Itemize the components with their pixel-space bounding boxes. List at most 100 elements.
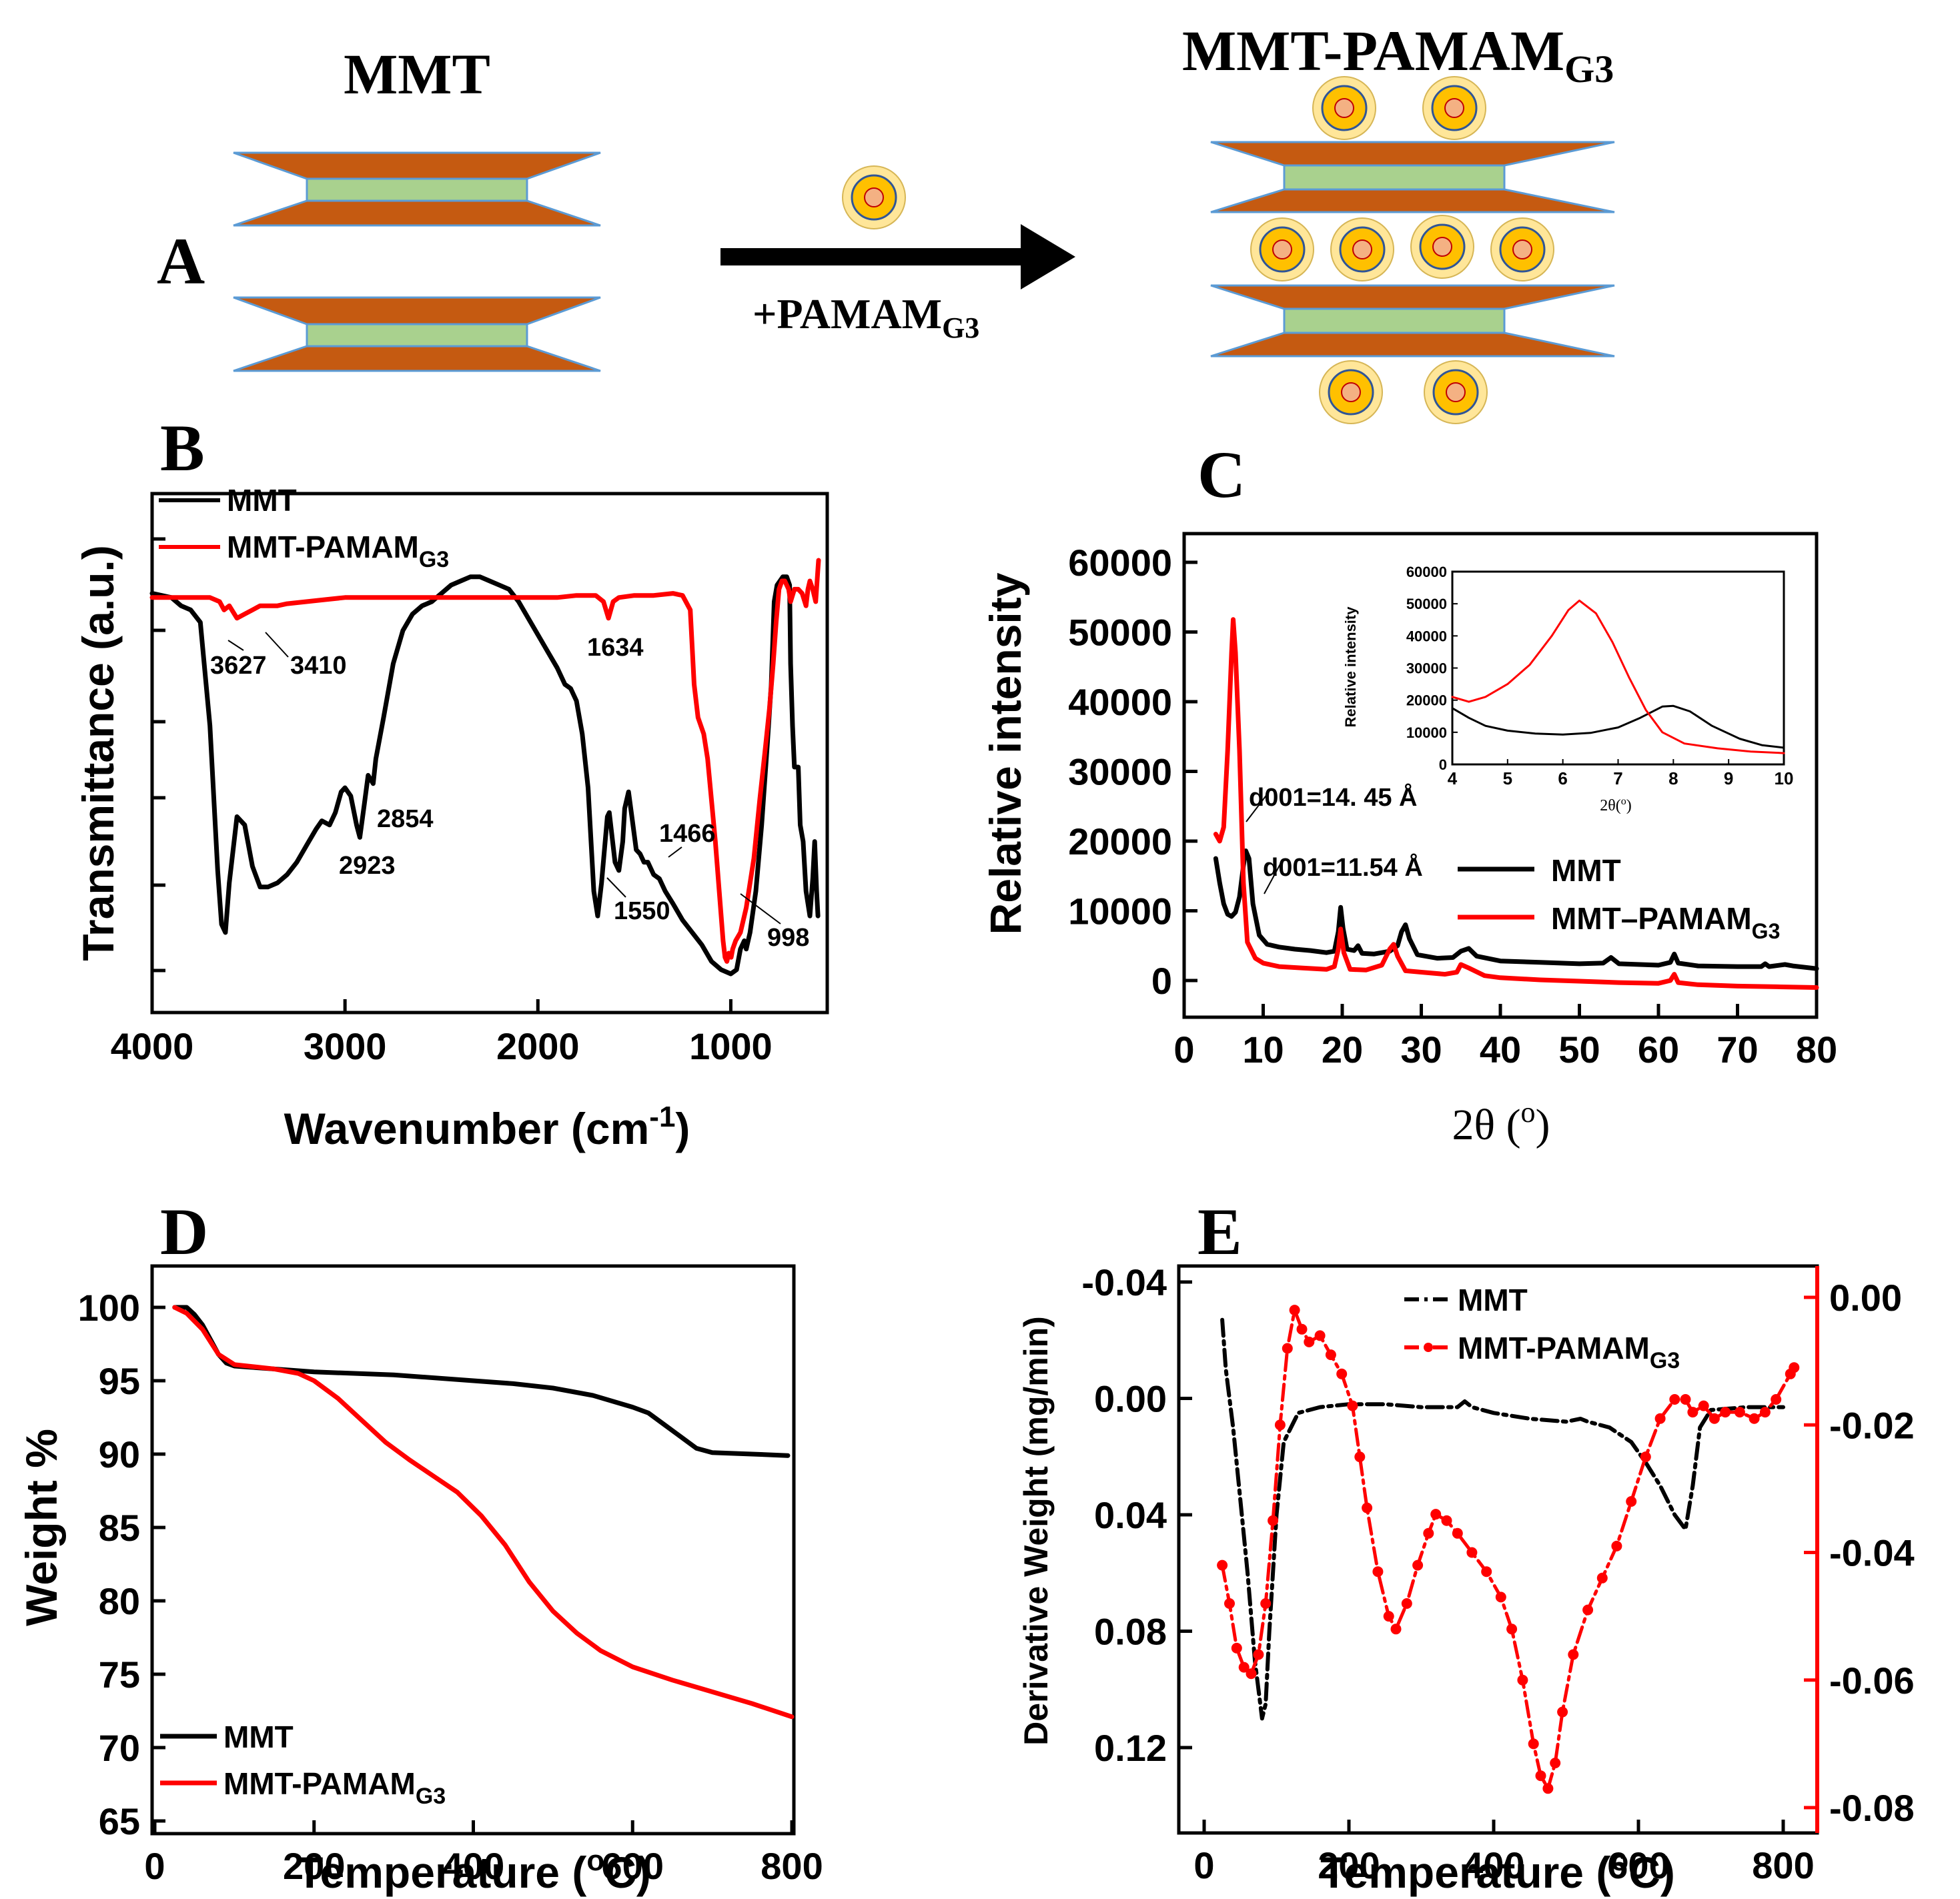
xrd-mmt-point xyxy=(1792,965,1793,967)
ftir-mmt-point xyxy=(783,576,784,578)
tga-mmt-pamam-point xyxy=(791,1716,793,1718)
xrd-mmt-point xyxy=(1239,896,1240,898)
ftir-mmt-point xyxy=(450,584,452,586)
ftir-mmt-pamam-point xyxy=(690,609,691,610)
dtg-mmt-point xyxy=(1283,1441,1284,1443)
ftir-mmt-pamam-point xyxy=(612,601,614,602)
dtg-mmt-point xyxy=(1232,1427,1234,1428)
xrd-mmt-pamam-point xyxy=(1393,944,1394,945)
ftir-mmt-point xyxy=(803,841,804,842)
xrd-mmt-point xyxy=(1358,945,1359,946)
ftir-mmt-point xyxy=(460,580,462,582)
peak-label-2854: 2854 xyxy=(377,805,434,833)
mmt-pamam-stack-right xyxy=(1210,75,1615,425)
ftir-mmt-point xyxy=(809,915,811,916)
xrd-mmt-pamam-point xyxy=(1326,969,1327,970)
inset-x-tick-label: 10 xyxy=(1775,768,1794,788)
ftir-mmt-point xyxy=(375,758,376,760)
ftir-mmt-pamam-point xyxy=(383,597,384,598)
dtg-mmt-pamam-point xyxy=(1708,1413,1720,1424)
xrd-mmt-pamam-point xyxy=(1366,969,1367,971)
ftir-mmt-pamam-point xyxy=(740,932,741,933)
ftir-mmt-point xyxy=(296,862,298,863)
xrd-mmt-point xyxy=(1476,955,1477,957)
inset-mmt-pamam-point xyxy=(1612,642,1613,643)
tga-mmt-pamam-point xyxy=(504,1544,506,1545)
tga-mmt-point xyxy=(186,1307,187,1308)
y-tick-label: 40000 xyxy=(1068,681,1172,723)
xrd-mmt-pamam-point xyxy=(1658,983,1659,984)
inset-y-tick-label: 40000 xyxy=(1406,628,1447,644)
inset-mmt-pamam-point xyxy=(1645,709,1646,710)
xrd-mmt-point xyxy=(1259,934,1260,936)
xrd-mmt-point xyxy=(1266,944,1268,945)
ftir-legend: MMT MMT-PAMAMG3 xyxy=(159,483,449,572)
ftir-mmt-point xyxy=(329,824,330,826)
ftir-mmt-pamam-point xyxy=(697,717,698,718)
xrd-mmt-pamam-point xyxy=(1674,974,1675,975)
x-tick-label: 10 xyxy=(1242,1029,1284,1071)
xrd-mmt-point xyxy=(1346,948,1348,950)
y-tick-label-right: -0.04 xyxy=(1829,1532,1915,1574)
dendrimer xyxy=(1330,217,1395,282)
tga-mmt-point xyxy=(194,1314,195,1315)
tga-mmt-pamam-point xyxy=(552,1610,554,1612)
ftir-mmt-point xyxy=(798,766,799,768)
dtg-mmt-pamam-point xyxy=(1314,1330,1326,1341)
legend-label-mmt-pamam: MMT-PAMAMG3 xyxy=(1458,1331,1680,1373)
dtg-mmt-point xyxy=(1457,1407,1458,1408)
ftir-series xyxy=(149,558,821,977)
tga-mmt-point xyxy=(751,1453,753,1455)
x-tick-label: 4000 xyxy=(111,1025,194,1067)
clay-layer-bottom xyxy=(1210,284,1615,358)
inset-mmt-pamam-point xyxy=(1783,752,1785,754)
ftir-mmt-point xyxy=(470,576,471,578)
xrd-mmt-point xyxy=(1326,952,1327,953)
xrd-mmt-point xyxy=(1539,962,1540,963)
ftir-mmt-point xyxy=(774,601,775,602)
xrd-mmt-point xyxy=(1658,965,1659,966)
ftir-mmt-point xyxy=(217,870,218,871)
inset-mmt-point xyxy=(1468,717,1470,718)
panel-d-tga-chart: D 0 200 400 600 800 65 70 75 80 85 90 95 100 Tempera… xyxy=(17,1195,823,1897)
y-tick-label: 20000 xyxy=(1068,820,1172,862)
ftir-mmt-point xyxy=(624,808,625,809)
dendrimer xyxy=(1312,75,1377,141)
ftir-mmt-pamam-point xyxy=(634,595,635,596)
y-tick-label: 100 xyxy=(78,1287,140,1329)
inset-mmt-point xyxy=(1562,734,1564,735)
dtg-mmt-pamam-point xyxy=(1253,1649,1264,1660)
panel-b-ftir-chart: B 4000 3000 2000 1000 Wavenumber (cm-1) Tra… xyxy=(73,411,829,1153)
ftir-mmt-pamam-point xyxy=(781,580,783,582)
tga-mmt-point xyxy=(696,1447,697,1449)
legend-marker xyxy=(1424,1343,1433,1352)
ftir-mmt-pamam-point xyxy=(499,597,500,598)
tga-mmt-pamam-point xyxy=(298,1373,299,1374)
ftir-mmt-point xyxy=(805,890,807,892)
tga-mmt-point xyxy=(712,1452,713,1453)
dtg-mmt-pamam-point xyxy=(1596,1572,1608,1584)
ftir-mmt-pamam-point xyxy=(219,601,220,602)
y-tick-label: 50000 xyxy=(1068,612,1172,654)
xrd-mmt-pamam-point xyxy=(1239,750,1240,751)
ftir-mmt-point xyxy=(518,601,519,602)
arrow-label: +PAMAMG3 xyxy=(753,290,979,344)
xrd-mmt-point xyxy=(1334,951,1335,952)
xrd-mmt-point xyxy=(1294,948,1296,950)
ftir-mmt-point xyxy=(643,862,644,863)
ftir-mmt-pamam-point xyxy=(718,890,720,892)
ftir-mmt-point xyxy=(225,932,226,933)
x-tick-label: 800 xyxy=(761,1845,823,1887)
y-tick-label-right: -0.02 xyxy=(1829,1404,1915,1446)
dtg-mmt-pamam-point xyxy=(1626,1496,1637,1507)
ftir-mmt-point xyxy=(321,820,322,822)
dtg-mmt-point xyxy=(1710,1409,1712,1411)
dtg-mmt-pamam-point xyxy=(1224,1598,1235,1609)
tga-mmt-point xyxy=(552,1387,554,1389)
ftir-mmt-point xyxy=(614,862,616,863)
dtg-mmt-pamam-point xyxy=(1669,1394,1680,1405)
ftir-mmt-point xyxy=(431,601,432,602)
dtg-series xyxy=(1217,1305,1800,1794)
tga-mmt-point xyxy=(664,1424,665,1425)
ftir-mmt-pamam-point xyxy=(460,597,462,598)
